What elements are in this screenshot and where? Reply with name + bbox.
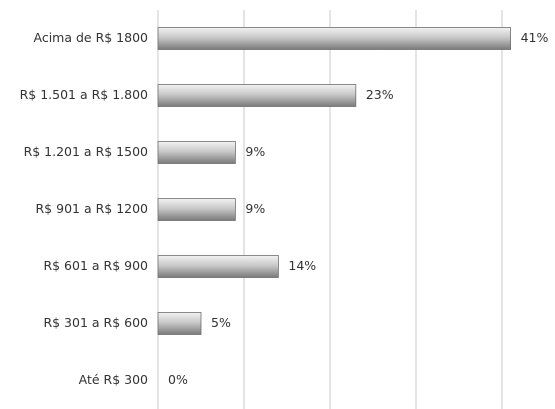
data-label: 41%: [521, 30, 549, 45]
y-tick-label: R$ 601 a R$ 900: [43, 258, 148, 273]
data-label: 9%: [245, 144, 265, 159]
bar: [157, 141, 236, 164]
bar: [157, 312, 202, 335]
y-tick-label: R$ 301 a R$ 600: [43, 315, 148, 330]
y-tick-label: Até R$ 300: [79, 372, 148, 387]
y-tick-label: Acima de R$ 1800: [33, 30, 148, 45]
data-label: 9%: [245, 201, 265, 216]
data-label: 14%: [288, 258, 316, 273]
y-tick-label: R$ 1.201 a R$ 1500: [24, 144, 148, 159]
data-label: 23%: [366, 87, 394, 102]
y-tick-label: R$ 1.501 a R$ 1.800: [20, 87, 148, 102]
bar: [157, 255, 279, 278]
y-tick-label: R$ 901 a R$ 1200: [36, 201, 149, 216]
bar: [157, 84, 357, 107]
bar: [157, 27, 512, 50]
bar: [157, 198, 236, 221]
data-label: 0%: [168, 372, 188, 387]
data-label: 5%: [211, 315, 231, 330]
